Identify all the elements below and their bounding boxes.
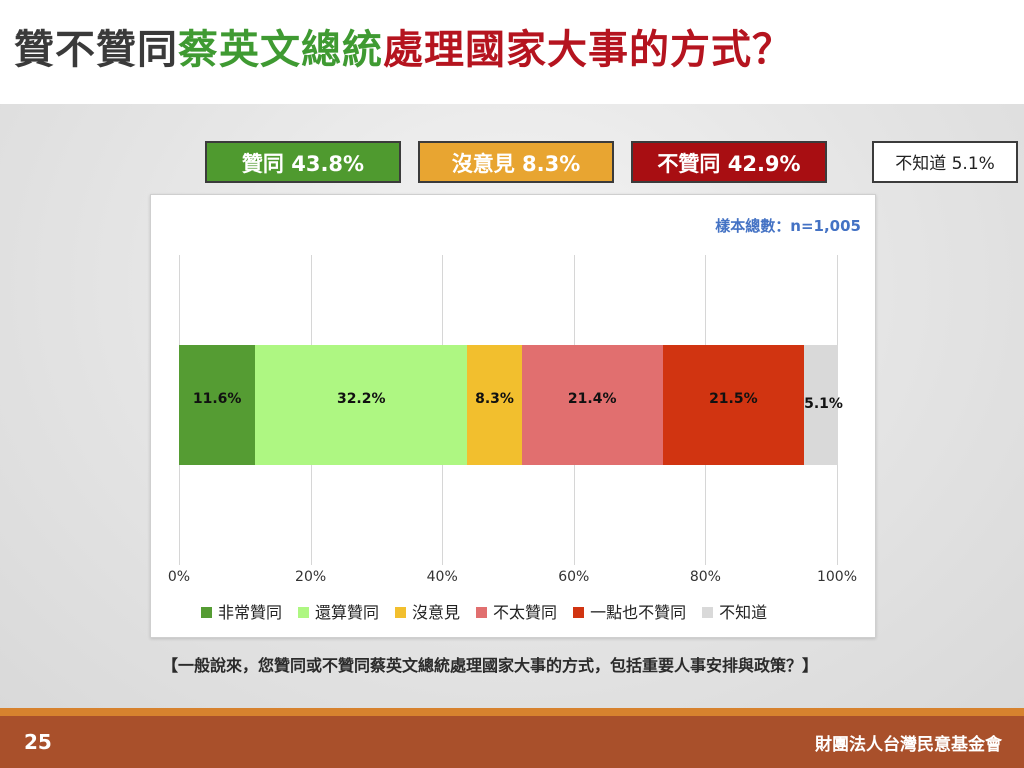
- x-tick-label: 40%: [426, 569, 458, 585]
- bar-segment: [662, 345, 805, 465]
- summary-disapprove-box: 不贊同 42.9%: [631, 141, 827, 183]
- bar-data-label: 21.4%: [567, 391, 617, 407]
- bar-data-label: 21.5%: [709, 391, 758, 407]
- bar-data-label: 32.2%: [336, 391, 386, 407]
- summary-unknown-box: 不知道 5.1%: [872, 141, 1018, 183]
- legend-label: 沒意見: [412, 603, 461, 622]
- x-tick-label: 100%: [816, 569, 858, 585]
- legend-swatch: [702, 607, 714, 618]
- footer-stripe: [0, 708, 1024, 716]
- legend-swatch: [201, 607, 212, 618]
- bar-data-label: 5.1%: [804, 396, 843, 412]
- legend-label: 不知道: [719, 603, 768, 622]
- legend-swatch: [298, 607, 310, 618]
- bar-segment: [255, 345, 468, 465]
- chart-panel: 樣本總數：n=1,005 0% 20% 40% 60% 80% 100% 11.6% 32.2…: [150, 194, 876, 638]
- legend-item: 一點也不贊同: [573, 603, 686, 622]
- sample-size-label: 樣本總數：n=1,005: [715, 217, 861, 235]
- title-part-1: 贊不贊同: [14, 27, 178, 73]
- legend-item: 沒意見: [395, 603, 460, 622]
- bar-data-label: 11.6%: [192, 391, 242, 407]
- legend-swatch: [573, 607, 585, 618]
- legend-swatch: [476, 607, 488, 618]
- bar-segment: [804, 345, 838, 465]
- bar-segment: [521, 345, 663, 465]
- slide-title: 贊不贊同蔡英文總統處理國家大事的方式？: [14, 22, 793, 78]
- legend-label: 不太贊同: [493, 603, 558, 622]
- organization-name: 財團法人台灣民意基金會: [815, 735, 1002, 755]
- footer-bar: 25 財團法人台灣民意基金會: [0, 716, 1024, 768]
- title-part-3: 處理國家大事的方式？: [383, 27, 793, 73]
- summary-approve-box: 贊同 43.8%: [205, 141, 401, 183]
- page-number: 25: [24, 730, 52, 754]
- summary-neutral-box: 沒意見 8.3%: [418, 141, 614, 183]
- legend-item: 不知道: [702, 603, 767, 622]
- title-part-2: 蔡英文總統: [178, 27, 383, 73]
- legend-swatch: [395, 607, 407, 618]
- x-tick-label: 80%: [689, 569, 721, 585]
- legend-label: 一點也不贊同: [590, 603, 687, 622]
- chart-legend: 非常贊同 還算贊同 沒意見 不太贊同 一點也不贊同 不知道: [201, 599, 783, 623]
- bar-data-label: 8.3%: [475, 391, 514, 407]
- bar-segment: [467, 345, 522, 465]
- legend-label: 還算贊同: [315, 603, 380, 622]
- legend-item: 不太贊同: [476, 603, 557, 622]
- legend-item: 還算贊同: [298, 603, 379, 622]
- survey-question: 【一般說來，您贊同或不贊同蔡英文總統處理國家大事的方式，包括重要人事安排與政策？…: [162, 656, 819, 675]
- legend-item: 非常贊同: [201, 603, 282, 622]
- x-tick-label: 0%: [167, 569, 191, 585]
- legend-label: 非常贊同: [218, 603, 283, 622]
- x-tick-label: 20%: [295, 569, 327, 585]
- x-tick-label: 60%: [558, 569, 590, 585]
- bar-segment: [179, 345, 256, 465]
